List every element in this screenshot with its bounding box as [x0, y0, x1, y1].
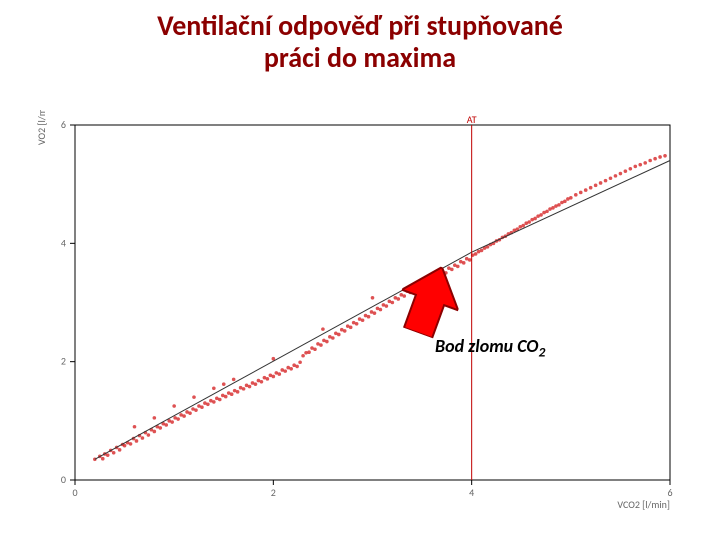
annotation-sub: 2 [538, 344, 545, 361]
breakpoint-arrow [400, 265, 460, 335]
chart-svg: 02460246ATVCO2 [l/min]VO2 [l/min] [30, 110, 690, 510]
svg-text:4: 4 [61, 236, 66, 249]
page-title: Ventilační odpověď při stupňované práci … [0, 10, 720, 74]
svg-text:4: 4 [469, 486, 474, 499]
svg-text:6: 6 [61, 118, 66, 131]
svg-text:2: 2 [61, 355, 66, 368]
annotation-text: Bod zlomu CO [435, 335, 538, 357]
svg-text:0: 0 [72, 486, 77, 499]
title-line2: práci do maxima [0, 42, 720, 74]
title-line1: Ventilační odpověď při stupňované [0, 10, 720, 42]
svg-text:AT: AT [467, 113, 477, 126]
svg-text:VO2 [l/min]: VO2 [l/min] [35, 110, 48, 145]
svg-text:0: 0 [61, 473, 66, 486]
svg-text:VCO2 [l/min]: VCO2 [l/min] [617, 498, 670, 510]
annotation-label: Bod zlomu CO2 [435, 335, 545, 361]
svg-text:2: 2 [271, 486, 276, 499]
scatter-chart: 02460246ATVCO2 [l/min]VO2 [l/min] [30, 110, 690, 510]
